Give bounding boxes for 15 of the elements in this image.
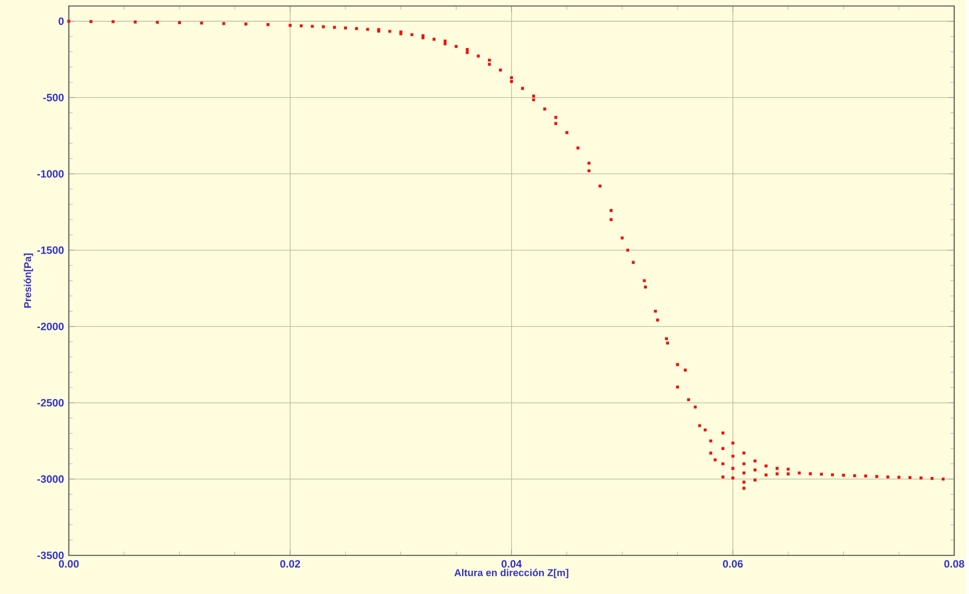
x-tick-label: 0.08	[944, 560, 964, 568]
y-tick-label: -2000	[37, 322, 64, 330]
x-axis-title: Altura en dirección Z[m]	[454, 568, 568, 578]
x-tick-label: 0.02	[280, 560, 300, 568]
y-tick-label: -3000	[37, 475, 64, 483]
x-tick-label: 0.00	[58, 560, 79, 568]
y-tick-label: 0	[58, 17, 64, 25]
y-tick-label: -1000	[37, 170, 64, 178]
x-tick-label: 0.04	[502, 560, 522, 568]
x-tick-label: 0.06	[722, 560, 743, 568]
y-axis-title: Presión[Pa]	[24, 253, 34, 308]
y-tick-label: -3500	[37, 551, 64, 560]
y-tick-label: -2500	[37, 398, 64, 406]
y-tick-label: -1500	[37, 246, 64, 254]
y-tick-label: -500	[43, 94, 64, 102]
